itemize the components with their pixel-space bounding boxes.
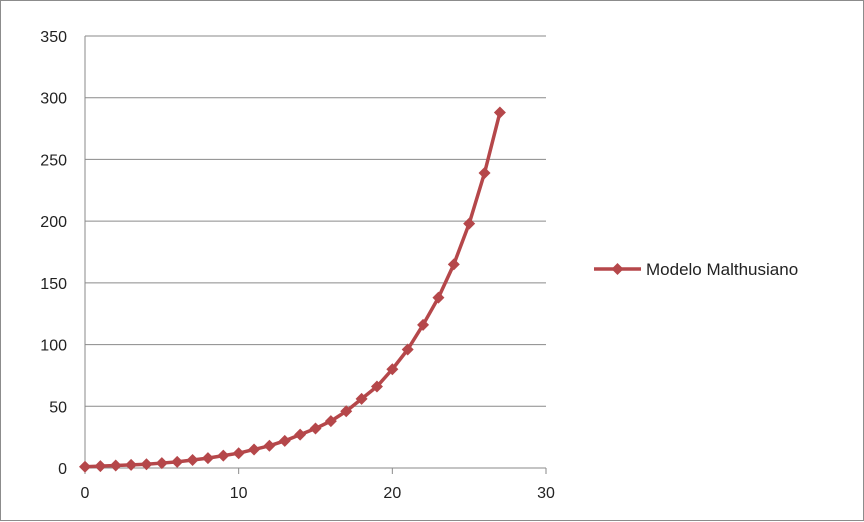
y-tick-label-0: 0 [58,461,67,478]
data-point-0-9 [217,450,229,462]
legend-marker-swatch [612,263,624,275]
y-axis-tick-labels: 0 50 100 150 200 250 300 350 [40,29,67,478]
data-point-0-0 [79,461,91,473]
y-tick-label-100: 100 [40,338,67,355]
legend-label: Modelo Malthusiano [646,260,798,279]
x-tick-label-0: 0 [81,485,90,502]
y-tick-label-150: 150 [40,276,67,293]
data-point-0-25 [463,218,475,230]
x-tick-label-20: 20 [383,485,401,502]
data-point-0-8 [202,452,214,464]
x-tick-label-10: 10 [230,485,248,502]
x-tick-label-30: 30 [537,485,555,502]
gridlines [85,36,546,406]
data-point-0-13 [279,435,291,447]
data-point-0-2 [110,460,122,472]
y-tick-label-200: 200 [40,214,67,231]
data-point-0-27 [494,107,506,119]
data-point-0-3 [125,459,137,471]
data-point-0-11 [248,443,260,455]
x-axis-tick-labels: 0 10 20 30 [81,485,555,502]
y-tick-label-250: 250 [40,152,67,169]
data-point-0-15 [310,423,322,435]
data-point-0-1 [94,460,106,472]
y-tick-label-350: 350 [40,29,67,46]
data-point-0-5 [156,457,168,469]
data-point-0-24 [448,258,460,270]
y-tick-label-50: 50 [49,399,67,416]
legend: Modelo Malthusiano [594,260,798,279]
data-point-0-6 [171,456,183,468]
series-line-0 [85,113,500,467]
data-point-0-7 [187,454,199,466]
data-point-0-12 [263,440,275,452]
data-point-0-14 [294,429,306,441]
series-layer [79,107,506,473]
axes [85,36,546,474]
y-tick-label-300: 300 [40,91,67,108]
data-point-0-26 [479,167,491,179]
data-point-0-10 [233,447,245,459]
